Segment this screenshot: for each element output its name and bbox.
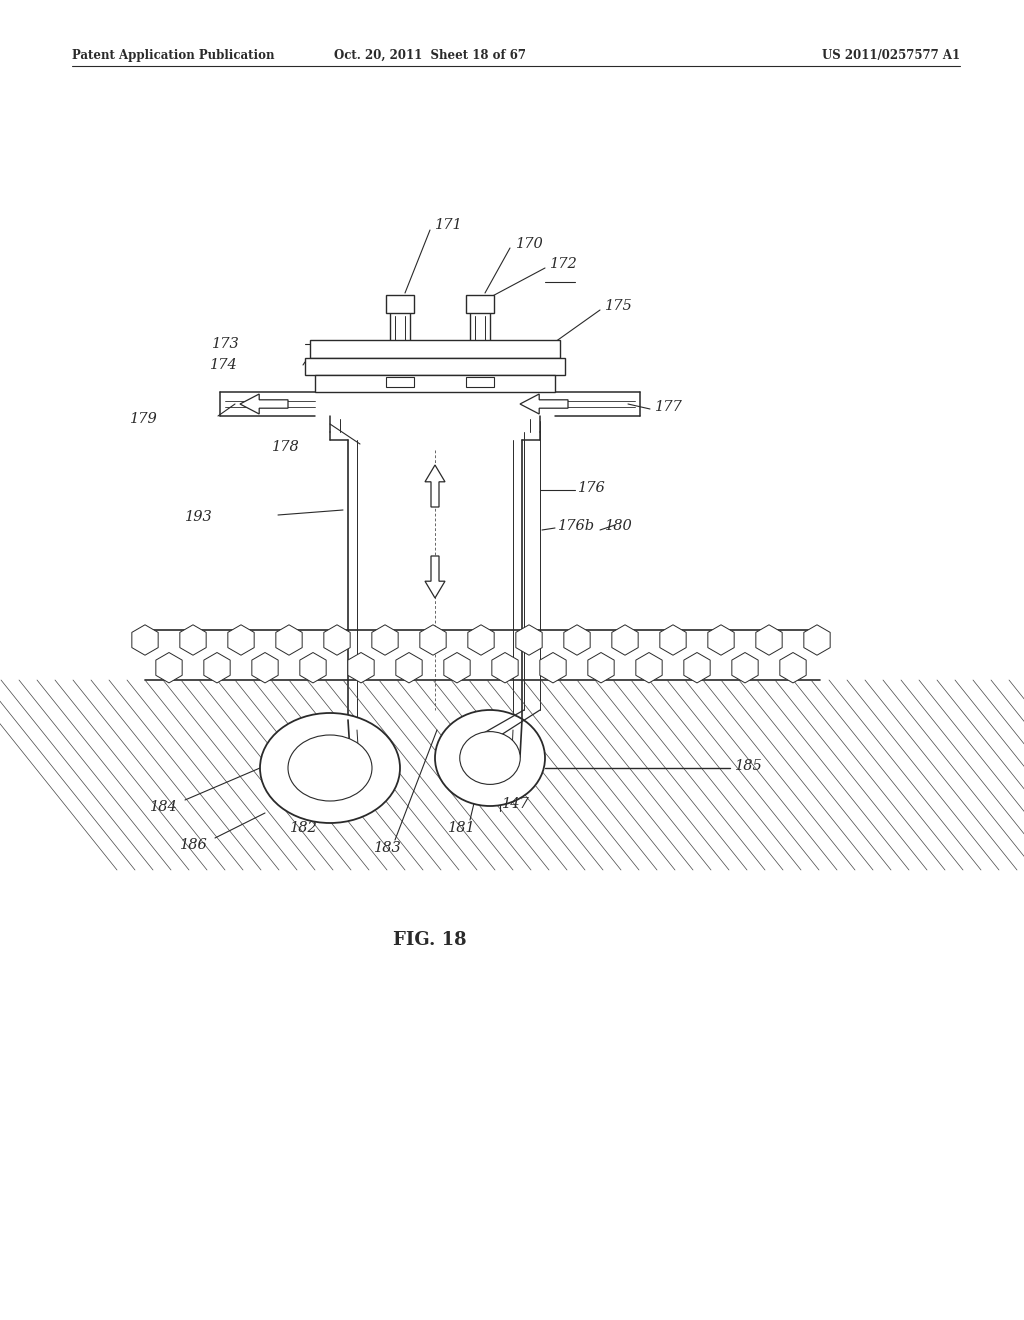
- Text: 181: 181: [449, 821, 476, 836]
- Polygon shape: [516, 624, 542, 655]
- Text: 184: 184: [151, 800, 178, 814]
- Ellipse shape: [260, 713, 400, 822]
- Polygon shape: [425, 556, 445, 598]
- Text: Oct. 20, 2011  Sheet 18 of 67: Oct. 20, 2011 Sheet 18 of 67: [334, 49, 526, 62]
- Polygon shape: [180, 624, 206, 655]
- Text: 147: 147: [502, 797, 529, 810]
- Polygon shape: [240, 393, 288, 414]
- Text: 180: 180: [605, 519, 633, 533]
- Text: Patent Application Publication: Patent Application Publication: [72, 49, 274, 62]
- Polygon shape: [396, 652, 422, 682]
- Text: 182: 182: [290, 821, 318, 836]
- Polygon shape: [611, 624, 638, 655]
- Polygon shape: [227, 624, 254, 655]
- Bar: [386, 378, 414, 387]
- Bar: [305, 358, 565, 375]
- Text: 183: 183: [374, 841, 401, 855]
- Polygon shape: [252, 652, 279, 682]
- Text: 193: 193: [185, 510, 213, 524]
- Ellipse shape: [288, 735, 372, 801]
- Text: 172: 172: [550, 257, 578, 271]
- Polygon shape: [540, 652, 566, 682]
- Text: FIG. 18: FIG. 18: [393, 931, 467, 949]
- Polygon shape: [324, 624, 350, 655]
- Text: 170: 170: [516, 238, 544, 251]
- Text: US 2011/0257577 A1: US 2011/0257577 A1: [822, 49, 961, 62]
- Polygon shape: [156, 652, 182, 682]
- Text: 176: 176: [578, 480, 606, 495]
- Polygon shape: [636, 652, 663, 682]
- Polygon shape: [804, 624, 830, 655]
- Polygon shape: [520, 393, 568, 414]
- Text: 186: 186: [180, 838, 208, 851]
- Text: 178: 178: [272, 440, 300, 454]
- Polygon shape: [780, 652, 806, 682]
- Text: 179: 179: [130, 412, 158, 426]
- Text: 185: 185: [735, 759, 763, 774]
- Bar: [310, 341, 560, 358]
- Bar: [386, 294, 414, 313]
- Polygon shape: [204, 652, 230, 682]
- Polygon shape: [420, 624, 446, 655]
- Polygon shape: [756, 624, 782, 655]
- Polygon shape: [492, 652, 518, 682]
- Polygon shape: [372, 624, 398, 655]
- Polygon shape: [659, 624, 686, 655]
- Bar: [466, 378, 494, 387]
- Polygon shape: [468, 624, 495, 655]
- Polygon shape: [300, 652, 327, 682]
- Polygon shape: [425, 465, 445, 507]
- Polygon shape: [443, 652, 470, 682]
- Polygon shape: [348, 652, 374, 682]
- Text: 176b: 176b: [558, 519, 595, 533]
- Polygon shape: [732, 652, 758, 682]
- Bar: [466, 294, 494, 313]
- Ellipse shape: [460, 731, 520, 784]
- Polygon shape: [708, 624, 734, 655]
- Polygon shape: [132, 624, 158, 655]
- Text: 177: 177: [655, 400, 683, 414]
- Text: 173: 173: [212, 337, 240, 351]
- Text: 175: 175: [605, 300, 633, 313]
- Text: 171: 171: [435, 218, 463, 232]
- Polygon shape: [275, 624, 302, 655]
- Bar: [315, 375, 555, 392]
- Ellipse shape: [435, 710, 545, 807]
- Polygon shape: [588, 652, 614, 682]
- Polygon shape: [564, 624, 590, 655]
- Text: 174: 174: [210, 358, 238, 372]
- Polygon shape: [684, 652, 711, 682]
